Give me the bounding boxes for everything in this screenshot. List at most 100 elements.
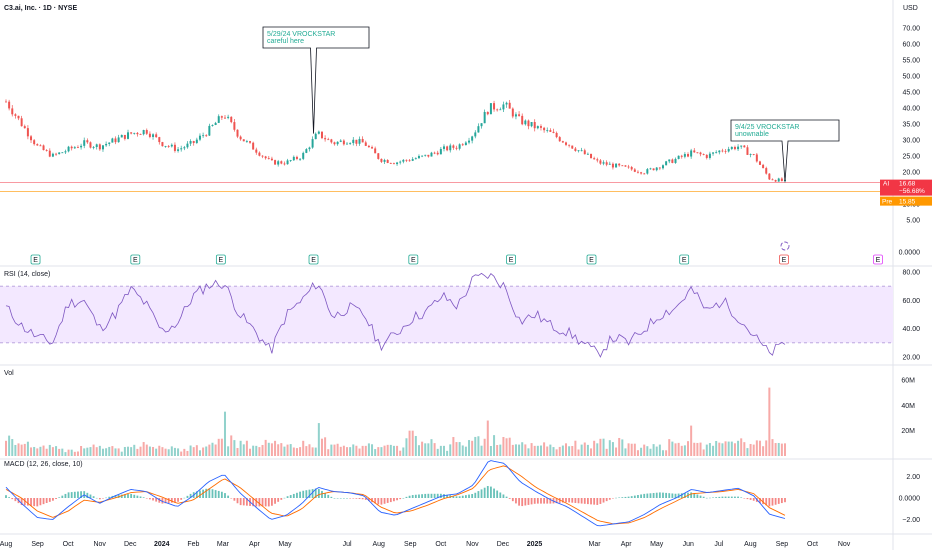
macd-histogram-bar (45, 498, 48, 503)
macd-histogram-bar (230, 498, 233, 499)
earnings-marker[interactable]: E (873, 254, 883, 265)
volume-bar (23, 443, 26, 456)
macd-histogram-bar (314, 488, 317, 498)
macd-histogram-bar (612, 498, 614, 499)
volume-bar (30, 447, 33, 456)
macd-histogram-bar (649, 493, 652, 498)
volume-bar (433, 443, 436, 456)
price-tick-label: 30.00 (902, 138, 920, 145)
volume-bar (687, 441, 690, 456)
volume-bar (693, 442, 696, 456)
volume-bar (324, 437, 327, 456)
macd-histogram-bar (724, 496, 727, 498)
candle-body (442, 146, 445, 149)
macd-histogram-bar (396, 498, 398, 501)
volume-bar (580, 444, 583, 456)
macd-histogram-bar (355, 498, 358, 499)
macd-histogram-bar (202, 489, 204, 498)
macd-histogram-bar (427, 493, 430, 498)
volume-bar (258, 447, 261, 456)
earnings-marker[interactable]: E (215, 254, 226, 265)
earnings-marker[interactable]: E (679, 254, 690, 265)
candle-body (183, 147, 186, 149)
volume-bar (396, 445, 399, 456)
earnings-marker[interactable]: E (308, 254, 319, 265)
volume-bar (5, 440, 7, 456)
macd-histogram-bar (493, 488, 495, 498)
annotation-callout-sep25[interactable]: 9/4/25 VROCKSTAR unownable (730, 119, 840, 182)
time-axis-label: Jul (343, 541, 352, 548)
volume-bar (336, 443, 339, 456)
candle-body (530, 122, 533, 127)
premarket-tag-bg (880, 196, 932, 206)
candle-body (211, 124, 214, 126)
volume-bar (690, 425, 693, 456)
macd-histogram-bar (167, 498, 170, 503)
macd-histogram-bar (762, 498, 765, 505)
candle-body (117, 137, 120, 143)
volume-bar (421, 441, 424, 456)
macd-histogram-bar (305, 490, 308, 498)
macd-histogram-bar (20, 498, 23, 506)
candle-body (389, 162, 392, 164)
earnings-marker-box (506, 254, 516, 265)
volume-bar (527, 448, 530, 456)
candle-body (377, 153, 380, 159)
macd-histogram-bar (558, 498, 561, 503)
time-axis-label: Sep (404, 541, 417, 548)
candle-body (496, 109, 499, 111)
candle-body (421, 155, 424, 157)
earnings-marker[interactable]: E (130, 254, 141, 265)
volume-bar (768, 387, 771, 456)
macd-histogram-bar (546, 498, 549, 504)
candle-body (105, 143, 108, 146)
macd-histogram-bar (749, 498, 752, 500)
earnings-marker-box (586, 254, 597, 265)
volume-bar (762, 446, 765, 456)
macd-histogram-bar (737, 496, 739, 498)
earnings-marker-label: E (311, 257, 316, 264)
candle-body (14, 114, 17, 116)
macd-histogram-bar (170, 498, 173, 503)
volume-bar (123, 446, 126, 456)
earnings-marker[interactable]: E (408, 254, 419, 265)
macd-tick-label: 0.0000 (899, 496, 921, 503)
candle-body (493, 103, 496, 110)
macd-line (5, 460, 786, 527)
macd-histogram-bar (652, 492, 655, 498)
chart-title: C3.ai, Inc. · 1D · NYSE (4, 5, 77, 12)
candle-body (483, 111, 486, 124)
rsi-tick-label: 40.00 (902, 326, 920, 333)
candle-body (702, 154, 705, 155)
macd-histogram-bar (752, 498, 755, 501)
macd-histogram-bar (311, 489, 314, 498)
earnings-marker[interactable]: E (30, 254, 41, 265)
candle-body (230, 116, 233, 123)
macd-histogram-bar (602, 498, 605, 503)
volume-bar (205, 446, 208, 456)
volume-bar (699, 442, 702, 456)
time-axis-label: Mar (589, 541, 602, 548)
volume-bar (51, 447, 54, 456)
annotation-callout-may24[interactable]: 5/29/24 VROCKSTAR careful here (262, 26, 370, 134)
volume-bar (8, 435, 11, 456)
earnings-marker[interactable]: E (586, 254, 597, 265)
candle-body (649, 168, 652, 170)
earnings-marker-box (873, 254, 883, 265)
earnings-marker[interactable]: E (506, 254, 516, 265)
macd-histogram-bar (199, 490, 201, 498)
macd-histogram-bar (655, 492, 658, 498)
candle-body (167, 145, 170, 147)
candle-body (289, 160, 292, 162)
candle-body (361, 138, 364, 143)
macd-histogram-bar (158, 498, 161, 503)
candle-body (145, 130, 148, 134)
candle-body (64, 151, 67, 153)
macd-histogram-bar (98, 498, 101, 500)
candle-body (295, 156, 298, 159)
macd-histogram-bar (759, 498, 761, 504)
earnings-marker[interactable]: E (779, 254, 789, 265)
